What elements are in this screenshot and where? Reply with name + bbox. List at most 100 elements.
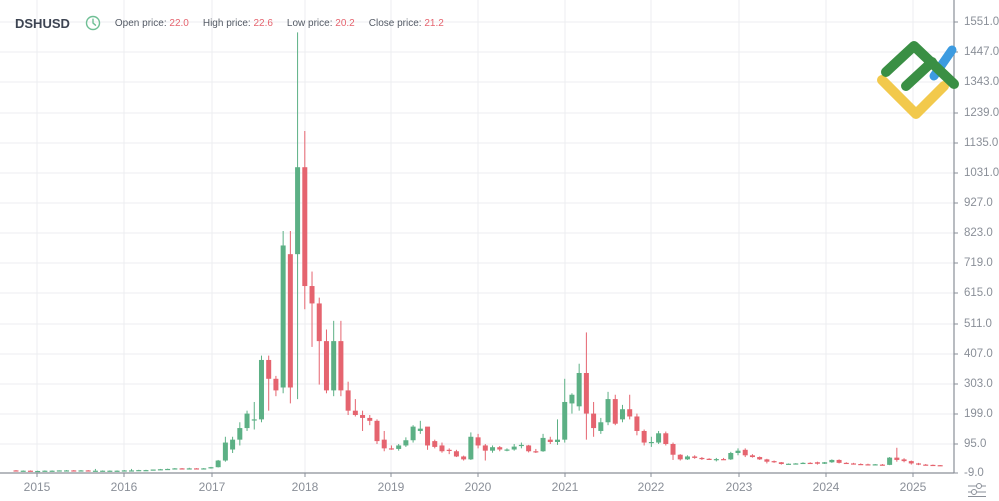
candle — [533, 448, 539, 453]
candle — [71, 470, 77, 472]
candle — [143, 469, 149, 472]
candle — [222, 436, 228, 462]
candle — [49, 470, 55, 472]
y-tick-label: 719.0 — [964, 257, 993, 269]
candle — [822, 461, 828, 465]
candle — [901, 458, 907, 463]
candle — [107, 470, 113, 472]
candle — [345, 381, 351, 416]
y-tick-label: 199.0 — [964, 408, 993, 420]
low-price-value: 20.2 — [335, 17, 355, 29]
candle — [251, 401, 257, 430]
open-price: Open price: 22.0 — [115, 18, 189, 29]
candle — [352, 399, 358, 417]
x-tick-label: 2025 — [899, 480, 927, 494]
x-tick-label: 2023 — [725, 480, 753, 494]
candle — [237, 422, 243, 446]
candle — [836, 459, 842, 464]
candle — [92, 468, 98, 472]
high-price-value: 22.6 — [253, 17, 273, 29]
candle — [583, 332, 589, 440]
x-tick-label: 2019 — [377, 480, 405, 494]
candle — [887, 457, 893, 466]
candle — [656, 430, 662, 445]
candle — [432, 439, 438, 449]
x-tick-label: 2015 — [23, 480, 51, 494]
candle — [208, 466, 214, 469]
x-tick-label: 2022 — [637, 480, 665, 494]
x-tick-label: 2024 — [812, 480, 840, 494]
y-tick-label: 1031.0 — [964, 167, 999, 179]
candle — [735, 448, 741, 456]
candle — [280, 230, 286, 394]
candle — [360, 410, 366, 431]
candle — [64, 470, 70, 472]
candle — [20, 470, 26, 472]
candle — [634, 413, 640, 436]
candle — [706, 458, 712, 460]
candle — [381, 430, 387, 452]
candle — [13, 470, 19, 472]
candle — [266, 355, 272, 411]
candle — [670, 442, 676, 460]
candle — [165, 468, 171, 471]
close-price: Close price: 21.2 — [369, 18, 444, 29]
y-tick-label: -9.0 — [964, 467, 984, 479]
candle — [829, 459, 835, 463]
sliders-icon[interactable] — [966, 482, 988, 498]
candle — [388, 445, 394, 450]
candle — [540, 433, 546, 452]
candle — [814, 461, 820, 465]
candle — [858, 463, 864, 466]
candle — [894, 447, 900, 462]
close-price-value: 21.2 — [424, 17, 444, 29]
candle — [677, 454, 683, 461]
candle — [367, 415, 373, 426]
candle — [923, 464, 929, 466]
candle — [258, 355, 264, 423]
candle — [518, 442, 524, 449]
low-price: Low price: 20.2 — [287, 18, 355, 29]
candle — [396, 444, 402, 451]
brand-logo-icon — [877, 41, 959, 119]
open-price-value: 22.0 — [169, 17, 189, 29]
candle — [591, 401, 597, 437]
clock-icon[interactable] — [85, 15, 101, 31]
x-tick-label: 2017 — [198, 480, 226, 494]
candle — [728, 451, 734, 460]
candle — [273, 375, 279, 397]
candle — [757, 456, 763, 460]
candle — [497, 446, 503, 452]
symbol-label: DSHUSD — [15, 15, 70, 31]
candle — [417, 420, 423, 434]
candle — [172, 468, 178, 470]
candle — [468, 432, 474, 460]
candle — [453, 449, 459, 458]
candle — [129, 468, 135, 472]
candle — [136, 469, 142, 472]
candle — [374, 419, 380, 445]
candle — [576, 363, 582, 411]
candles — [13, 32, 943, 473]
candle — [475, 433, 481, 449]
open-price-label: Open price: — [114, 17, 167, 29]
candle — [78, 470, 84, 472]
candle — [201, 468, 207, 470]
candle — [605, 391, 611, 426]
candle — [937, 464, 943, 467]
candle — [547, 436, 553, 445]
candle — [612, 394, 618, 426]
candle — [35, 470, 41, 473]
candle — [56, 470, 62, 472]
candle — [555, 419, 560, 445]
candle — [778, 461, 784, 465]
candle — [627, 394, 633, 420]
y-tick-label: 1135.0 — [964, 137, 999, 149]
candle — [619, 404, 625, 423]
candle — [865, 463, 871, 466]
y-tick-label: 615.0 — [964, 287, 993, 299]
candle — [331, 320, 337, 397]
high-price-label: High price: — [202, 17, 251, 29]
y-tick-label: 1239.0 — [964, 107, 999, 119]
